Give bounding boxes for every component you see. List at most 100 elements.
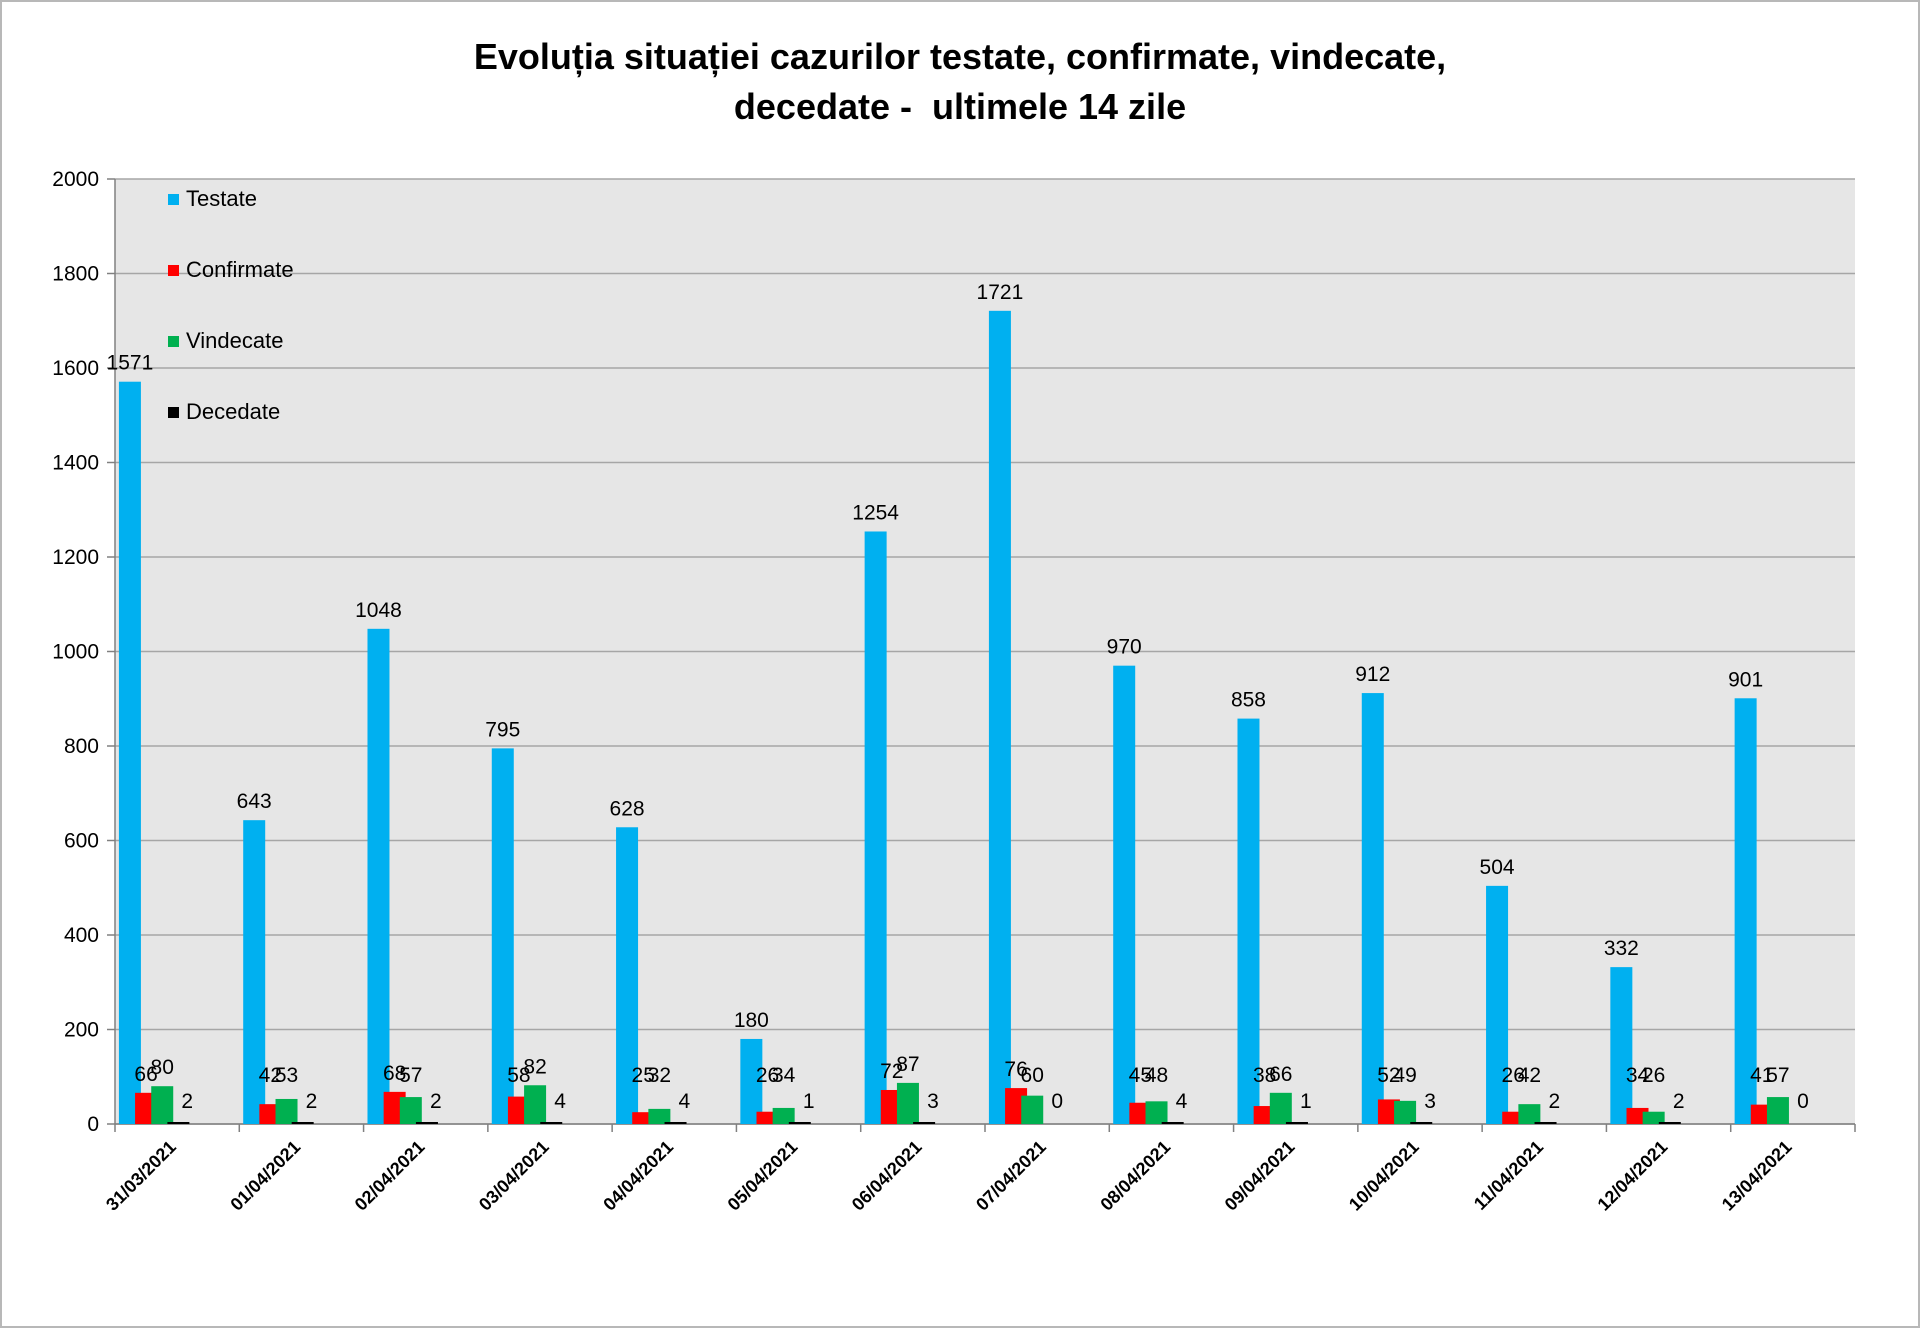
data-label-decedate: 2	[306, 1090, 318, 1113]
bar-vindecate-13-04-2021	[1766, 1097, 1789, 1124]
bar-vindecate-12-04-2021	[1642, 1111, 1665, 1124]
data-label-testate: 643	[237, 790, 272, 813]
chart-title-line-1: Evoluția situației cazurilor testate, co…	[473, 36, 1447, 77]
bar-vindecate-03-04-2021	[524, 1085, 547, 1124]
data-label-testate: 1254	[852, 501, 899, 524]
bar-vindecate-07-04-2021	[1021, 1095, 1044, 1124]
bar-vindecate-04-04-2021	[648, 1108, 671, 1124]
data-label-confirmate: 45	[1129, 1064, 1152, 1087]
data-label-testate: 180	[734, 1009, 769, 1032]
data-label-vindecate: 66	[1269, 1063, 1292, 1086]
x-tick-label: 10/04/2021	[1345, 1137, 1423, 1215]
data-label-confirmate: 26	[1502, 1064, 1525, 1087]
bar-decedate-02-04-2021	[415, 1122, 438, 1124]
data-label-testate: 332	[1604, 937, 1639, 960]
data-label-confirmate: 68	[383, 1062, 406, 1085]
bar-vindecate-31-03-2021	[151, 1086, 174, 1124]
bar-testate-04-04-2021	[616, 827, 639, 1124]
data-label-decedate: 2	[1673, 1090, 1685, 1113]
x-tick-label: 07/04/2021	[972, 1137, 1050, 1215]
data-label-vindecate: 26	[1642, 1064, 1665, 1087]
x-tick-label: 05/04/2021	[724, 1137, 802, 1215]
bar-decedate-31-03-2021	[167, 1122, 190, 1124]
y-tick-label: 1200	[52, 546, 99, 569]
data-label-decedate: 3	[1424, 1090, 1436, 1113]
bar-decedate-09-04-2021	[1285, 1122, 1308, 1124]
legend-label-testate: Testate	[186, 186, 257, 211]
bar-decedate-06-04-2021	[913, 1122, 936, 1124]
chart-title-line-2: decedate - ultimele 14 zile	[733, 86, 1187, 127]
data-label-vindecate: 53	[275, 1064, 298, 1087]
x-tick-label: 13/04/2021	[1718, 1137, 1796, 1215]
bar-vindecate-08-04-2021	[1145, 1101, 1168, 1124]
bar-testate-05-04-2021	[740, 1038, 763, 1124]
bar-vindecate-02-04-2021	[399, 1097, 422, 1124]
data-label-testate: 628	[610, 797, 645, 820]
y-tick-label: 1800	[52, 263, 99, 286]
data-label-decedate: 0	[1051, 1090, 1063, 1113]
legend-swatch-decedate	[168, 407, 179, 418]
data-label-confirmate: 38	[1253, 1064, 1276, 1087]
bar-testate-02-04-2021	[367, 628, 390, 1124]
data-label-confirmate: 52	[1377, 1064, 1400, 1087]
y-tick-label: 200	[64, 1019, 99, 1042]
bar-testate-06-04-2021	[864, 531, 887, 1124]
y-tick-label: 1000	[52, 641, 99, 664]
x-tick-label: 06/04/2021	[848, 1137, 926, 1215]
bar-vindecate-10-04-2021	[1394, 1100, 1417, 1124]
x-tick-label: 12/04/2021	[1594, 1137, 1672, 1215]
data-label-confirmate: 76	[1004, 1058, 1027, 1081]
bar-testate-13-04-2021	[1734, 698, 1757, 1124]
data-label-decedate: 1	[803, 1090, 815, 1113]
y-tick-label: 0	[87, 1113, 99, 1136]
bar-decedate-01-04-2021	[291, 1122, 314, 1124]
data-label-vindecate: 49	[1393, 1064, 1416, 1087]
y-tick-label: 600	[64, 830, 99, 853]
data-label-confirmate: 34	[1626, 1064, 1650, 1087]
data-label-testate: 504	[1480, 856, 1515, 879]
legend-swatch-confirmate	[168, 265, 179, 276]
x-tick-label: 02/04/2021	[351, 1137, 429, 1215]
data-label-confirmate: 58	[507, 1064, 530, 1087]
bar-testate-12-04-2021	[1610, 967, 1633, 1124]
data-label-vindecate: 32	[648, 1064, 671, 1087]
bar-vindecate-11-04-2021	[1518, 1104, 1541, 1124]
data-label-decedate: 2	[430, 1090, 442, 1113]
data-label-testate: 1721	[977, 281, 1024, 304]
bar-decedate-05-04-2021	[788, 1122, 811, 1124]
data-label-testate: 1048	[355, 599, 402, 622]
data-label-decedate: 1	[1300, 1090, 1312, 1113]
data-label-testate: 858	[1231, 689, 1266, 712]
data-label-confirmate: 25	[632, 1064, 655, 1087]
data-label-vindecate: 82	[523, 1055, 546, 1078]
legend-label-decedate: Decedate	[186, 399, 280, 424]
data-label-confirmate: 41	[1750, 1064, 1773, 1087]
data-label-vindecate: 34	[772, 1064, 796, 1087]
data-label-decedate: 2	[1549, 1090, 1561, 1113]
bar-confirmate-04-04-2021	[632, 1112, 655, 1124]
x-tick-label: 08/04/2021	[1096, 1137, 1174, 1215]
bar-vindecate-06-04-2021	[896, 1082, 919, 1124]
y-tick-label: 1400	[52, 452, 99, 475]
bar-testate-11-04-2021	[1486, 885, 1509, 1124]
y-tick-label: 1600	[52, 357, 99, 380]
data-label-vindecate: 57	[1766, 1064, 1789, 1087]
data-label-confirmate: 26	[756, 1064, 779, 1087]
data-label-decedate: 0	[1797, 1090, 1809, 1113]
data-label-testate: 912	[1355, 663, 1390, 686]
bar-decedate-12-04-2021	[1658, 1122, 1681, 1124]
bar-testate-31-03-2021	[118, 381, 141, 1124]
y-tick-label: 400	[64, 924, 99, 947]
bar-decedate-11-04-2021	[1534, 1122, 1557, 1124]
x-tick-label: 03/04/2021	[475, 1137, 553, 1215]
bar-decedate-08-04-2021	[1161, 1122, 1184, 1124]
data-label-decedate: 4	[1176, 1090, 1188, 1113]
y-tick-label: 2000	[52, 168, 99, 191]
data-label-confirmate: 72	[880, 1060, 903, 1083]
data-label-decedate: 2	[181, 1090, 193, 1113]
legend-label-vindecate: Vindecate	[186, 328, 283, 353]
data-label-vindecate: 42	[1518, 1064, 1541, 1087]
legend-swatch-testate	[168, 194, 179, 205]
data-label-vindecate: 87	[896, 1053, 919, 1076]
